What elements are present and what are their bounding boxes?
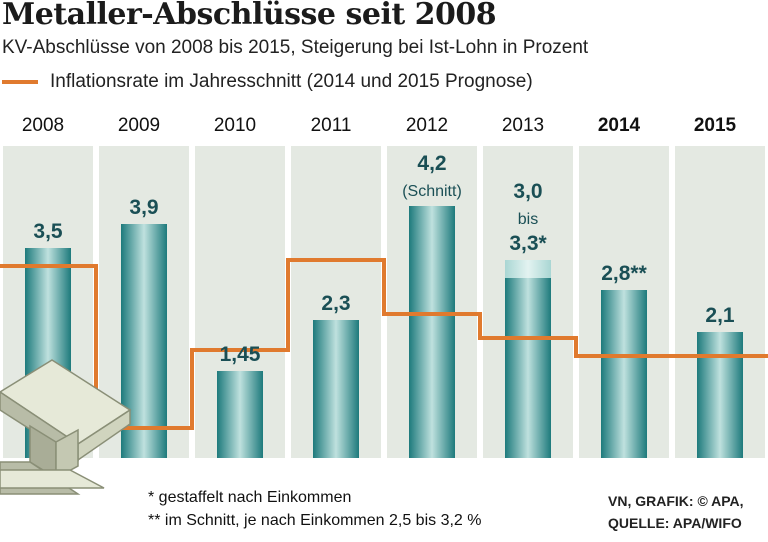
x-tick-label: 2015 [694,115,737,136]
x-tick-label: 2012 [406,115,448,136]
footnote-2: ** im Schnitt, je nach Einkommen 2,5 bis… [148,512,482,529]
data-label: 3,9 [129,196,158,219]
x-tick-label: 2009 [118,115,160,136]
data-label: 2,8** [601,262,647,285]
chart-title: Metaller-Abschlüsse seit 2008 [2,0,497,32]
footnotes: * gestaffelt nach Einkommen ** im Schnit… [148,486,482,532]
data-label: bis [518,211,538,228]
x-tick-label: 2010 [214,115,256,136]
bar [697,332,743,458]
source-line-2: QUELLE: APA/WIFO [608,515,742,531]
data-label: 3,5 [33,220,63,243]
bar-range [505,260,551,278]
source-credit: VN, GRAFIK: © APA, QUELLE: APA/WIFO [608,490,744,534]
footnote-1: * gestaffelt nach Einkommen [148,489,352,506]
x-tick-label: 2013 [502,115,544,136]
source-line-1: VN, GRAFIK: © APA, [608,493,744,509]
data-label: 4,2 [417,152,446,175]
x-tick-label: 2011 [311,115,352,136]
data-label: 1,45 [220,343,261,366]
bar [505,278,551,458]
chart-subtitle: KV-Abschlüsse von 2008 bis 2015, Steiger… [2,37,589,58]
data-label: 2,1 [705,304,735,327]
data-label: 2,3 [321,292,350,315]
bar [217,371,263,458]
data-label: (Schnitt) [402,183,462,200]
x-tick-label: 2014 [598,115,641,136]
inflation-line [0,258,768,430]
legend: Inflationsrate im Jahresschnitt (2014 un… [2,71,533,93]
legend-inflation-line [2,80,38,84]
data-label: 3,0 [513,180,542,203]
bar [601,290,647,458]
data-label: 3,3* [509,232,547,255]
steel-beam-illustration [0,359,132,495]
x-tick-label: 2008 [22,115,64,136]
bar [409,206,455,458]
bar [313,320,359,458]
legend-label: Inflationsrate im Jahresschnitt (2014 un… [50,71,533,92]
